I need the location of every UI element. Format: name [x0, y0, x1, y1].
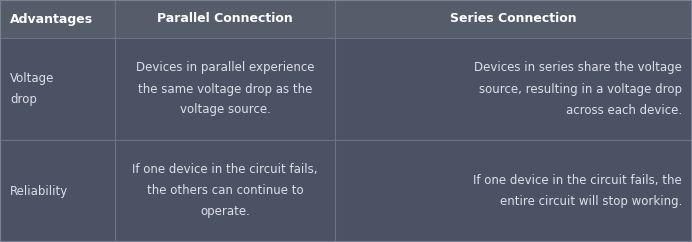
Bar: [335, 140, 692, 242]
Text: Advantages: Advantages: [10, 13, 93, 25]
Bar: [335, 0, 692, 38]
Text: Voltage
drop: Voltage drop: [10, 72, 55, 106]
Bar: [115, 0, 335, 38]
Bar: [0, 38, 115, 140]
Text: Devices in series share the voltage
source, resulting in a voltage drop
across e: Devices in series share the voltage sour…: [474, 61, 682, 116]
Bar: [115, 38, 335, 140]
Text: If one device in the circuit fails,
the others can continue to
operate.: If one device in the circuit fails, the …: [132, 164, 318, 219]
Bar: [0, 0, 115, 38]
Text: Reliability: Reliability: [10, 184, 69, 197]
Bar: [115, 140, 335, 242]
Text: Series Connection: Series Connection: [450, 13, 577, 25]
Text: Parallel Connection: Parallel Connection: [157, 13, 293, 25]
Text: Devices in parallel experience
the same voltage drop as the
voltage source.: Devices in parallel experience the same …: [136, 61, 314, 116]
Bar: [0, 140, 115, 242]
Bar: [335, 38, 692, 140]
Text: If one device in the circuit fails, the
entire circuit will stop working.: If one device in the circuit fails, the …: [473, 174, 682, 208]
